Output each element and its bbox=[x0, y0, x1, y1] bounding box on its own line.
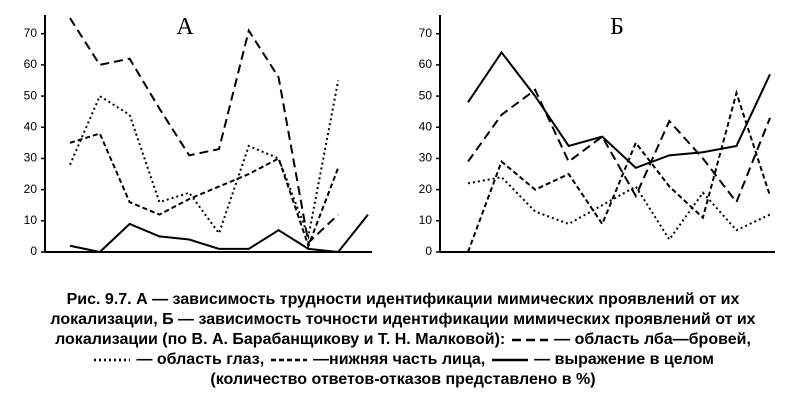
caption-label: Рис. 9.7. bbox=[66, 291, 132, 308]
series-line bbox=[69, 213, 369, 254]
y-tick-label: 0 bbox=[425, 244, 432, 258]
y-tick-label: 10 bbox=[419, 213, 433, 227]
y-tick-label: 20 bbox=[419, 182, 433, 196]
y-tick-label: 70 bbox=[24, 26, 38, 40]
series-line bbox=[467, 176, 771, 242]
legend-swatch bbox=[491, 358, 528, 362]
y-tick-label: 20 bbox=[24, 182, 38, 196]
caption-note: (количество ответов-отказов представлено… bbox=[210, 371, 596, 388]
legend-swatch bbox=[511, 338, 548, 342]
series-line bbox=[69, 80, 340, 241]
y-tick-label: 50 bbox=[419, 88, 433, 102]
legend-label: — выражение в целом bbox=[534, 351, 715, 368]
y-tick-label: 10 bbox=[24, 213, 38, 227]
caption-text: А — зависимость трудности идентификации … bbox=[136, 291, 740, 308]
legend-label: —нижняя часть лица, bbox=[313, 351, 486, 368]
series-line bbox=[467, 50, 771, 169]
y-tick-label: 0 bbox=[30, 244, 37, 258]
y-tick-label: 50 bbox=[24, 88, 38, 102]
chart-title: А bbox=[176, 14, 194, 40]
y-tick-label: 60 bbox=[419, 57, 433, 71]
series-line bbox=[467, 89, 771, 253]
series-line bbox=[69, 17, 339, 245]
y-tick-label: 30 bbox=[419, 151, 433, 165]
y-tick-label: 70 bbox=[419, 26, 433, 40]
caption-text: локализации (по В. А. Барабанщикову и Т.… bbox=[55, 331, 506, 348]
legend-swatch bbox=[93, 358, 130, 362]
caption: Рис. 9.7. А — зависимость трудности иден… bbox=[0, 290, 806, 390]
y-tick-label: 40 bbox=[419, 119, 433, 133]
chart-title: Б bbox=[610, 14, 624, 40]
y-tick-label: 30 bbox=[24, 151, 38, 165]
caption-text: локализации, Б — зависимость точности ид… bbox=[50, 311, 756, 328]
y-tick-label: 60 bbox=[24, 57, 38, 71]
legend-label: — область лба—бровей, bbox=[554, 331, 751, 348]
legend-label: — область глаз, bbox=[136, 351, 265, 368]
series-line bbox=[467, 88, 771, 205]
charts: А 0 10 20 30 40 50 60 70 Б 0 10 20 30 40 50 60 70 bbox=[24, 14, 775, 258]
series-line bbox=[69, 132, 340, 249]
y-tick-label: 40 bbox=[24, 119, 38, 133]
legend-swatch bbox=[270, 358, 307, 362]
